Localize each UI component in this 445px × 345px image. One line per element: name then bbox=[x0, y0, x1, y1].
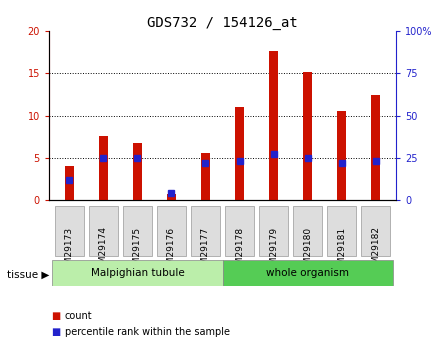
FancyBboxPatch shape bbox=[55, 206, 84, 256]
Text: tissue ▶: tissue ▶ bbox=[7, 269, 49, 279]
Text: GDS732 / 154126_at: GDS732 / 154126_at bbox=[147, 16, 298, 30]
FancyBboxPatch shape bbox=[53, 260, 222, 286]
Text: ■: ■ bbox=[51, 311, 61, 321]
FancyBboxPatch shape bbox=[293, 206, 322, 256]
Bar bbox=[303, 72, 312, 200]
Text: Malpighian tubule: Malpighian tubule bbox=[90, 268, 184, 278]
Bar bbox=[133, 142, 142, 200]
Bar bbox=[99, 136, 108, 200]
Bar bbox=[337, 111, 346, 200]
Bar bbox=[201, 153, 210, 200]
FancyBboxPatch shape bbox=[222, 260, 392, 286]
Text: GSM29180: GSM29180 bbox=[303, 226, 312, 276]
Text: percentile rank within the sample: percentile rank within the sample bbox=[65, 327, 230, 337]
Text: GSM29179: GSM29179 bbox=[269, 226, 278, 276]
Bar bbox=[65, 166, 73, 200]
Text: GSM29173: GSM29173 bbox=[65, 226, 74, 276]
FancyBboxPatch shape bbox=[327, 206, 356, 256]
Text: GSM29176: GSM29176 bbox=[167, 226, 176, 276]
FancyBboxPatch shape bbox=[123, 206, 152, 256]
Text: GSM29174: GSM29174 bbox=[99, 226, 108, 276]
Text: count: count bbox=[65, 311, 92, 321]
Text: GSM29178: GSM29178 bbox=[235, 226, 244, 276]
FancyBboxPatch shape bbox=[259, 206, 288, 256]
Bar bbox=[372, 95, 380, 200]
Text: GSM29182: GSM29182 bbox=[371, 226, 380, 276]
FancyBboxPatch shape bbox=[191, 206, 220, 256]
Text: GSM29181: GSM29181 bbox=[337, 226, 346, 276]
FancyBboxPatch shape bbox=[225, 206, 254, 256]
Text: GSM29175: GSM29175 bbox=[133, 226, 142, 276]
Text: GSM29177: GSM29177 bbox=[201, 226, 210, 276]
FancyBboxPatch shape bbox=[157, 206, 186, 256]
Bar bbox=[235, 107, 244, 200]
Bar bbox=[167, 194, 176, 200]
Text: whole organism: whole organism bbox=[266, 268, 349, 278]
Text: ■: ■ bbox=[51, 327, 61, 337]
FancyBboxPatch shape bbox=[361, 206, 390, 256]
Bar bbox=[269, 51, 278, 200]
FancyBboxPatch shape bbox=[89, 206, 118, 256]
